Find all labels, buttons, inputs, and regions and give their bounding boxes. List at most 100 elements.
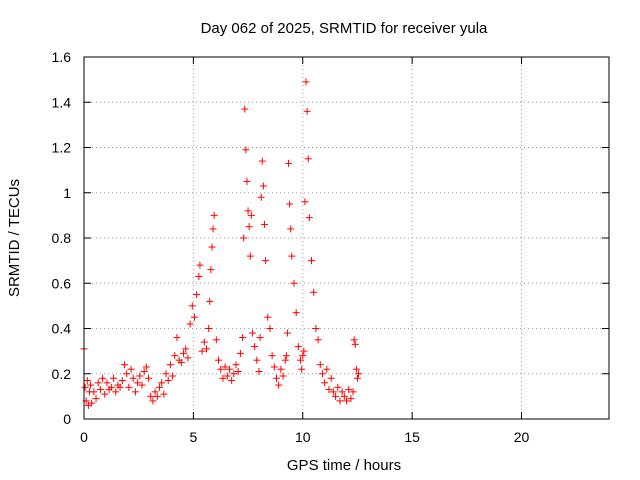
data-point: [155, 383, 163, 391]
data-point: [248, 329, 256, 337]
data-point: [171, 352, 179, 360]
data-point: [164, 377, 172, 385]
data-point: [147, 392, 155, 400]
data-point: [151, 388, 159, 396]
x-axis-label: GPS time / hours: [287, 457, 401, 474]
tick-labels: 0 5 10 15 20 0 0.2 0.4 0.6 0.8 1 1.2 1.4 1.6: [52, 49, 530, 445]
data-point: [180, 349, 188, 357]
data-point: [262, 257, 270, 265]
data-point: [153, 392, 161, 400]
data-point: [221, 363, 229, 371]
data-point: [195, 272, 203, 280]
plot-frame: [83, 56, 610, 420]
data-point: [129, 374, 137, 382]
data-point: [287, 225, 295, 233]
data-point: [234, 367, 242, 375]
data-point: [90, 388, 98, 396]
data-point: [92, 395, 100, 403]
data-point: [99, 374, 107, 382]
data-points: [80, 78, 363, 409]
data-point: [321, 379, 329, 387]
data-point: [243, 177, 251, 185]
data-point: [240, 234, 248, 242]
data-point: [285, 159, 293, 167]
data-point: [353, 374, 361, 382]
data-point: [290, 279, 298, 287]
data-point: [215, 356, 223, 364]
y-tick-label: 0.4: [52, 321, 72, 337]
data-point: [349, 388, 357, 396]
data-point: [282, 352, 290, 360]
data-point: [166, 361, 174, 369]
data-point: [260, 220, 268, 228]
axis-ticks: [83, 56, 609, 420]
data-point: [304, 155, 312, 163]
data-point: [134, 379, 142, 387]
data-point: [203, 345, 210, 353]
data-point: [277, 365, 285, 373]
data-point: [253, 356, 261, 364]
data-point: [138, 381, 146, 389]
data-point: [112, 388, 120, 396]
data-point: [212, 336, 220, 344]
data-point: [351, 340, 359, 348]
data-point: [169, 372, 177, 380]
data-point: [350, 336, 358, 344]
data-point: [162, 370, 170, 378]
data-point: [303, 107, 311, 115]
data-point: [241, 105, 249, 113]
data-point: [255, 367, 263, 375]
data-point: [210, 211, 218, 219]
y-tick-label: 0.6: [52, 275, 72, 291]
y-tick-label: 1.4: [52, 94, 72, 110]
data-point: [268, 352, 276, 360]
data-point: [107, 383, 115, 391]
data-point: [297, 356, 305, 364]
data-point: [343, 397, 350, 405]
data-point: [246, 252, 254, 260]
data-point: [239, 334, 247, 342]
data-point: [200, 338, 208, 346]
data-point: [279, 372, 287, 380]
data-point: [318, 370, 326, 378]
data-point: [193, 291, 201, 299]
x-tick-label: 15: [404, 429, 420, 445]
data-point: [145, 374, 153, 382]
data-point: [340, 392, 348, 400]
data-point: [336, 397, 344, 405]
data-point: [118, 377, 126, 385]
data-point: [283, 329, 291, 337]
data-point: [334, 383, 342, 391]
data-point: [310, 288, 318, 296]
data-point: [230, 370, 238, 378]
y-tick-label: 1: [63, 185, 71, 201]
data-point: [305, 214, 313, 222]
x-tick-label: 20: [514, 429, 530, 445]
data-point: [325, 386, 333, 394]
data-point: [206, 297, 214, 305]
data-point: [259, 182, 267, 190]
data-point: [182, 345, 190, 353]
data-point: [355, 370, 363, 378]
data-point: [273, 374, 280, 382]
data-point: [266, 325, 274, 332]
data-point: [209, 225, 217, 233]
data-point: [244, 207, 252, 215]
data-point: [125, 383, 133, 391]
data-point: [142, 363, 150, 371]
data-point: [251, 343, 259, 351]
data-point: [94, 379, 102, 387]
data-point: [270, 363, 278, 371]
data-point: [286, 200, 294, 208]
data-point: [140, 367, 148, 375]
data-point: [275, 381, 283, 389]
data-point: [245, 223, 253, 231]
data-point: [103, 379, 111, 387]
data-point: [300, 347, 308, 355]
data-point: [314, 336, 322, 344]
y-tick-label: 1.2: [52, 140, 72, 156]
data-point: [196, 261, 204, 269]
data-point: [225, 365, 233, 373]
data-point: [158, 379, 166, 387]
data-point: [208, 243, 216, 251]
